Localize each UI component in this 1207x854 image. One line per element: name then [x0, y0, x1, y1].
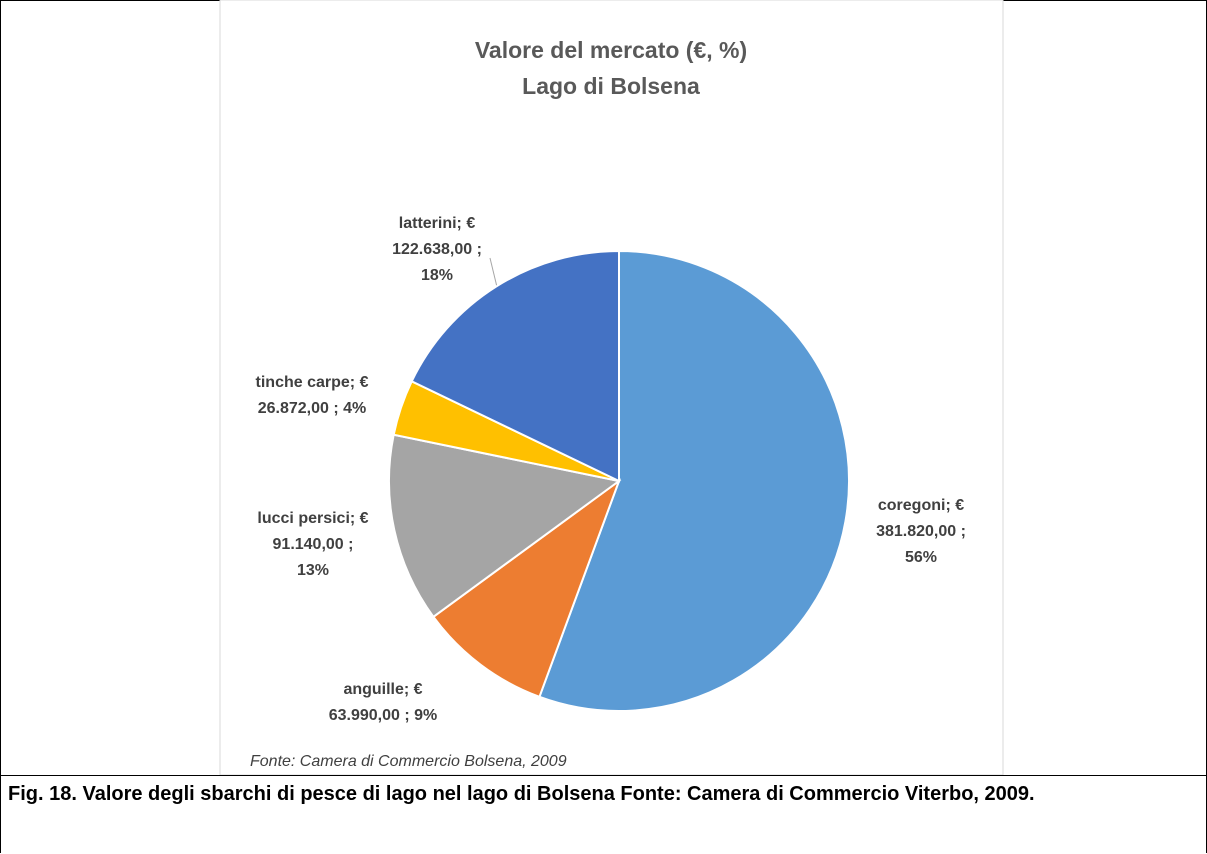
data-label: 56%	[905, 549, 937, 566]
pie-slice	[388, 433, 622, 619]
data-label: coregoni; €	[878, 497, 964, 514]
data-label: 122.638,00 ;	[392, 241, 482, 258]
pie-slice	[410, 249, 620, 483]
data-label: 381.820,00 ;	[876, 523, 966, 540]
source-note: Fonte: Camera di Commercio Bolsena, 2009	[250, 753, 567, 770]
data-label: tinche carpe; €	[256, 374, 369, 391]
data-label: 18%	[421, 267, 453, 284]
data-label: 26.872,00 ; 4%	[258, 400, 367, 417]
data-label: 63.990,00 ; 9%	[329, 707, 438, 724]
leader-line	[489, 257, 498, 288]
figure-caption: Fig. 18. Valore degli sbarchi di pesce d…	[8, 783, 1035, 805]
data-label: anguille; €	[343, 681, 422, 698]
chart: Valore del mercato (€, %) Lago di Bolsen…	[219, 0, 1004, 776]
divider	[0, 775, 1207, 776]
data-label: 13%	[297, 562, 329, 579]
data-label: lucci persici; €	[257, 510, 368, 527]
data-label: 91.140,00 ;	[273, 536, 354, 553]
pie-slice	[538, 249, 850, 712]
chart-subtitle: Lago di Bolsena	[522, 73, 700, 99]
chart-title: Valore del mercato (€, %)	[475, 37, 747, 63]
pie-slice	[432, 478, 622, 699]
data-label: latterini; €	[399, 215, 476, 232]
